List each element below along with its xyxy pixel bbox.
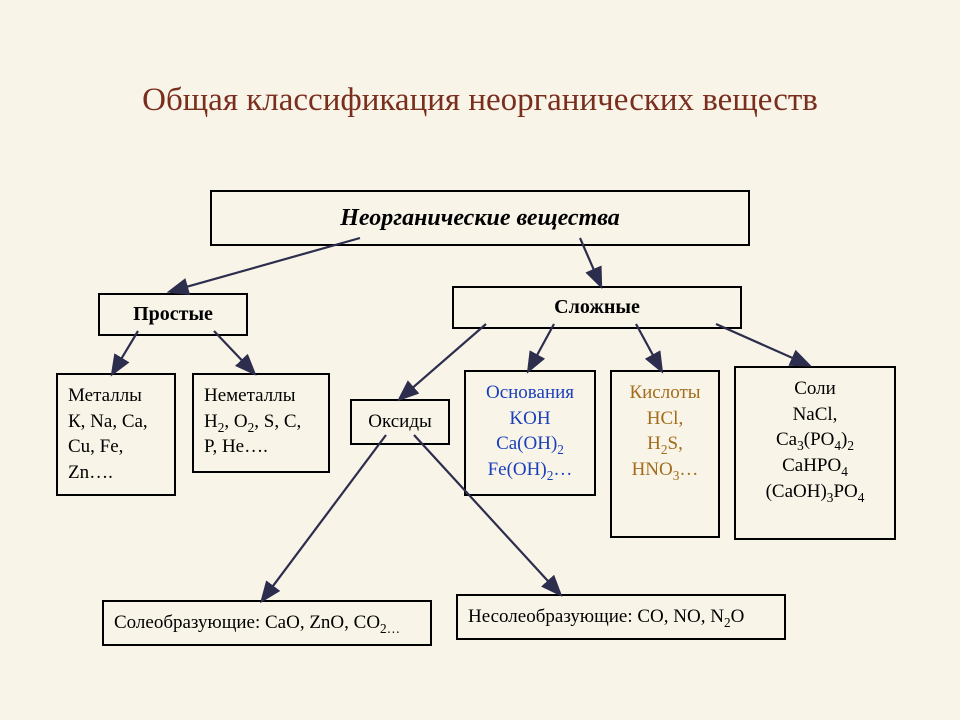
node-bases: Основания KOHCa(OH)2Fe(OH)2… (464, 370, 596, 496)
node-acids-body: HCl,H2S,HNO3… (632, 408, 699, 480)
node-metals-body: К, Na, Ca, Cu, Fe, Zn…. (68, 411, 148, 483)
node-root-label: Неорганические вещества (340, 205, 620, 231)
node-salts: Соли NaCl,Ca3(PO4)2CaHPO4(CaOH)3PO4 (734, 366, 896, 540)
node-root: Неорганические вещества (210, 190, 750, 246)
node-nonmetals-title: Неметаллы (204, 385, 295, 406)
node-salt-forming: Солеобразующие: CaO, ZnO, CO2… (102, 600, 432, 646)
node-salt-forming-label: Солеобразующие: CaO, ZnO, CO2… (114, 612, 400, 633)
node-metals-title: Металлы (68, 385, 142, 406)
node-non-salt-forming-label: Несолеобразующие: CO, NO, N2O (468, 606, 744, 627)
node-salts-title: Соли (794, 378, 836, 399)
node-bases-title: Основания (486, 382, 574, 403)
node-oxides-title: Оксиды (368, 411, 432, 432)
diagram-canvas: Общая классификация неорганических вещес… (0, 0, 960, 720)
node-nonmetals-body: H2, O2, S, C, P, He…. (204, 411, 301, 458)
node-oxides: Оксиды (350, 399, 450, 445)
node-nonmetals: Неметаллы H2, O2, S, C, P, He…. (192, 373, 330, 473)
node-bases-body: KOHCa(OH)2Fe(OH)2… (488, 408, 573, 480)
node-acids: Кислоты HCl,H2S,HNO3… (610, 370, 720, 538)
node-complex: Сложные (452, 286, 742, 329)
node-metals: Металлы К, Na, Ca, Cu, Fe, Zn…. (56, 373, 176, 496)
node-acids-title: Кислоты (629, 382, 700, 403)
node-non-salt-forming: Несолеобразующие: CO, NO, N2O (456, 594, 786, 640)
node-simple: Простые (98, 293, 248, 336)
node-simple-label: Простые (133, 303, 213, 325)
page-title: Общая классификация неорганических вещес… (0, 82, 960, 119)
node-salts-body: NaCl,Ca3(PO4)2CaHPO4(CaOH)3PO4 (766, 404, 865, 502)
node-complex-label: Сложные (554, 296, 640, 318)
